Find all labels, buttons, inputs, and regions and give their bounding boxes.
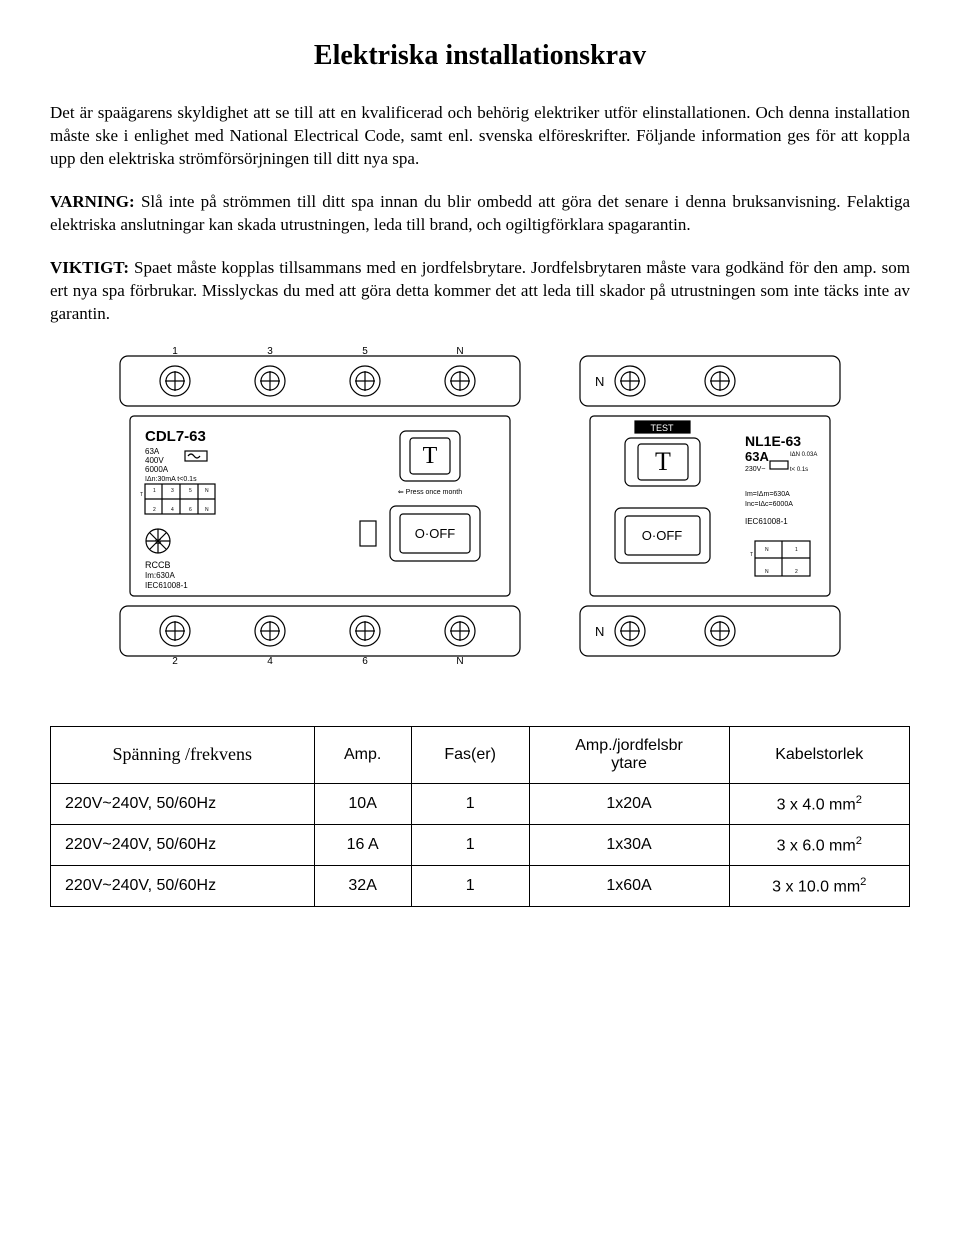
warning-text: Slå inte på strömmen till ditt spa innan…: [50, 192, 910, 234]
svg-text:N: N: [456, 656, 463, 666]
svg-text:T: T: [140, 492, 143, 498]
rccb-4pole-diagram: 1 3 5 N 2 4 6 N CDL7-63 63A 400V 6000A I…: [110, 346, 530, 666]
table-header-row: Spänning /frekvens Amp. Fas(er) Amp./jor…: [51, 726, 910, 783]
intro-paragraph: Det är spaägarens skyldighet att se till…: [50, 102, 910, 171]
svg-text:1: 1: [795, 547, 798, 553]
svg-text:N: N: [456, 346, 463, 357]
svg-text:6: 6: [362, 656, 368, 666]
svg-text:N: N: [595, 624, 604, 639]
svg-text:N: N: [205, 507, 209, 513]
svg-text:RCCB: RCCB: [145, 560, 171, 570]
svg-text:N: N: [765, 547, 769, 553]
svg-text:O·OFF: O·OFF: [415, 526, 455, 541]
svg-text:IEC61008-1: IEC61008-1: [745, 517, 788, 526]
col-amp: Amp.: [314, 726, 411, 783]
svg-text:6: 6: [189, 507, 192, 513]
svg-text:T: T: [655, 447, 671, 476]
svg-text:T: T: [423, 443, 438, 469]
svg-text:230V~: 230V~: [745, 466, 765, 473]
svg-text:2: 2: [172, 656, 178, 666]
svg-text:N: N: [765, 569, 769, 575]
svg-text:TEST: TEST: [650, 423, 674, 433]
svg-text:63A: 63A: [145, 447, 160, 456]
svg-text:Inc=IΔc=6000A: Inc=IΔc=6000A: [745, 501, 793, 508]
svg-text:N: N: [205, 488, 209, 494]
rccb-2pole-diagram: N N TEST T O·OFF NL1E-63 63A IΔN 0.03A 2…: [570, 346, 850, 666]
col-cable: Kabelstorlek: [729, 726, 909, 783]
svg-text:IΔn:30mA t<0.1s: IΔn:30mA t<0.1s: [145, 476, 197, 483]
svg-text:4: 4: [171, 507, 174, 513]
svg-text:25: 25: [155, 540, 162, 546]
table-row: 220V~240V, 50/60Hz 32A 1 1x60A 3 x 10.0 …: [51, 866, 910, 907]
svg-text:4: 4: [267, 656, 273, 666]
important-text: Spaet måste kopplas tillsammans med en j…: [50, 258, 910, 323]
svg-text:1: 1: [153, 488, 156, 494]
table-row: 220V~240V, 50/60Hz 10A 1 1x20A 3 x 4.0 m…: [51, 783, 910, 824]
svg-text:IEC61008-1: IEC61008-1: [145, 581, 188, 590]
svg-text:2: 2: [795, 569, 798, 575]
warning-paragraph: VARNING: Slå inte på strömmen till ditt …: [50, 191, 910, 237]
svg-text:N: N: [595, 374, 604, 389]
table-row: 220V~240V, 50/60Hz 16 A 1 1x30A 3 x 6.0 …: [51, 824, 910, 865]
svg-text:400V: 400V: [145, 456, 164, 465]
rccb-diagrams: 1 3 5 N 2 4 6 N CDL7-63 63A 400V 6000A I…: [50, 346, 910, 666]
svg-text:3: 3: [171, 488, 174, 494]
svg-text:3: 3: [267, 346, 273, 357]
svg-text:IΔN 0.03A: IΔN 0.03A: [790, 452, 817, 458]
svg-text:Im:630A: Im:630A: [145, 571, 175, 580]
important-label: VIKTIGT:: [50, 258, 129, 277]
svg-text:63A: 63A: [745, 449, 769, 464]
svg-text:2: 2: [153, 507, 156, 513]
important-paragraph: VIKTIGT: Spaet måste kopplas tillsammans…: [50, 257, 910, 326]
svg-text:5: 5: [189, 488, 192, 494]
warning-label: VARNING:: [50, 192, 135, 211]
svg-text:t< 0.1s: t< 0.1s: [790, 467, 808, 473]
col-phase: Fas(er): [411, 726, 529, 783]
svg-text:CDL7-63: CDL7-63: [145, 428, 206, 445]
svg-text:1: 1: [172, 346, 178, 357]
svg-text:T: T: [750, 552, 753, 558]
svg-text:5: 5: [362, 346, 368, 357]
svg-text:6000A: 6000A: [145, 465, 169, 474]
spec-table: Spänning /frekvens Amp. Fas(er) Amp./jor…: [50, 726, 910, 908]
svg-text:Im=IΔm=630A: Im=IΔm=630A: [745, 491, 790, 498]
svg-text:O·OFF: O·OFF: [642, 528, 682, 543]
col-voltage: Spänning /frekvens: [51, 726, 315, 783]
page-title: Elektriska installationskrav: [50, 40, 910, 72]
col-rccb: Amp./jordfelsbrytare: [529, 726, 729, 783]
svg-text:NL1E-63: NL1E-63: [745, 433, 801, 449]
svg-text:⇐ Press once month: ⇐ Press once month: [398, 489, 462, 496]
